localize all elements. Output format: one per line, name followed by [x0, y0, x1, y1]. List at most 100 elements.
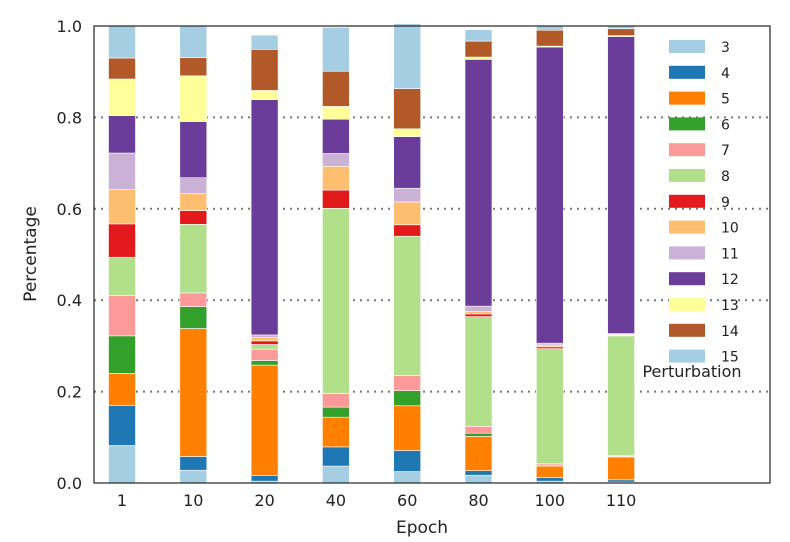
bar-segment-15	[108, 25, 136, 59]
legend-swatch-8	[669, 169, 705, 182]
bar-segment-12	[464, 59, 493, 307]
x-tick-label: 60	[397, 491, 417, 510]
x-tick-label: 1	[117, 491, 127, 510]
legend-title: Perturbation	[642, 362, 741, 381]
x-tick-label: 10	[183, 491, 203, 510]
bar-segment-5	[322, 416, 350, 448]
bar-segment-8	[607, 335, 635, 456]
legend-label-11: 11	[721, 246, 739, 262]
bar-stack-epoch-1	[108, 25, 136, 484]
bar-segment-4	[179, 456, 208, 471]
x-tick-label: 80	[468, 491, 488, 510]
bar-segment-7	[179, 292, 208, 307]
y-tick-label: 0.2	[57, 383, 82, 402]
bar-segment-4	[464, 470, 493, 476]
bar-segment-4	[535, 477, 564, 482]
bar-segment-8	[108, 256, 136, 296]
bar-segment-11	[250, 334, 279, 338]
bar-segment-10	[179, 193, 208, 211]
bar-segment-14	[250, 49, 279, 91]
bar-segment-12	[108, 115, 136, 154]
bar-segment-11	[108, 152, 136, 190]
bar-segment-12	[535, 46, 564, 344]
legend-swatch-9	[669, 194, 705, 208]
bar-segment-8	[322, 208, 350, 394]
bar-segment-5	[535, 465, 564, 478]
bar-segment-8	[393, 235, 422, 376]
bar-segment-12	[607, 36, 635, 334]
bar-stack-epoch-110	[607, 25, 635, 484]
bar-segment-7	[322, 393, 350, 408]
y-axis-ticks: 0.0 0.2 0.4 0.6 0.8 1.0	[57, 17, 82, 493]
y-tick-label: 0.0	[57, 474, 82, 493]
bar-segment-15	[464, 29, 493, 42]
bar-segment-6	[108, 335, 136, 374]
x-tick-label: 110	[606, 491, 637, 510]
legend-label-6: 6	[721, 117, 730, 133]
bar-segment-8	[250, 344, 279, 350]
bar-segment-10	[464, 311, 493, 315]
bar-segment-14	[108, 57, 136, 80]
bar-segment-15	[535, 25, 564, 31]
legend: 3 4 5 6 7 8 9 10 11 12 13 14 15	[669, 40, 739, 366]
bars	[108, 23, 635, 484]
bar-segment-11	[393, 187, 422, 203]
bar-segment-3	[108, 445, 136, 484]
bar-segment-6	[179, 306, 208, 329]
legend-label-3: 3	[721, 40, 730, 56]
bar-segment-5	[607, 456, 635, 481]
bar-segment-9	[108, 223, 136, 258]
bar-segment-12	[179, 121, 208, 179]
x-axis-title: Epoch	[396, 518, 448, 538]
bar-segment-4	[250, 475, 279, 482]
y-tick-label: 0.6	[57, 200, 82, 219]
bar-segment-3	[464, 474, 493, 484]
bar-segment-12	[393, 136, 422, 189]
bar-segment-8	[179, 224, 208, 294]
legend-label-8: 8	[721, 169, 730, 185]
bar-segment-13	[393, 128, 422, 137]
bar-segment-7	[108, 295, 136, 337]
bar-segment-15	[250, 34, 279, 50]
bar-stack-epoch-80	[464, 29, 493, 484]
legend-label-12: 12	[721, 272, 739, 288]
bar-segment-6	[250, 360, 279, 366]
bar-segment-4	[322, 446, 350, 467]
bar-segment-8	[535, 348, 564, 465]
bar-segment-11	[464, 305, 493, 312]
y-axis-title: Percentage	[21, 206, 41, 302]
bar-segment-9	[393, 224, 422, 237]
bar-segment-15	[393, 23, 422, 89]
bar-segment-14	[179, 57, 208, 77]
legend-label-4: 4	[721, 66, 730, 82]
bar-segment-7	[250, 348, 279, 361]
x-tick-label: 100	[535, 491, 566, 510]
bar-stack-epoch-60	[393, 23, 422, 484]
bar-segment-15	[322, 27, 350, 72]
bar-segment-13	[322, 106, 350, 120]
bar-segment-14	[464, 40, 493, 58]
legend-label-7: 7	[721, 143, 730, 159]
x-tick-label: 40	[326, 491, 346, 510]
bar-segment-12	[322, 118, 350, 154]
bar-segment-3	[322, 465, 350, 484]
legend-swatch-7	[669, 143, 705, 157]
bar-segment-13	[108, 78, 136, 116]
legend-label-14: 14	[721, 324, 739, 340]
bar-segment-3	[393, 471, 422, 484]
bar-segment-4	[108, 405, 136, 446]
bar-segment-12	[250, 99, 279, 336]
bar-segment-5	[393, 405, 422, 451]
legend-label-13: 13	[721, 298, 739, 314]
bar-segment-5	[179, 328, 208, 457]
bar-segment-14	[393, 88, 422, 130]
bar-segment-15	[179, 25, 208, 58]
bar-stack-epoch-20	[250, 34, 279, 484]
bar-segment-9	[179, 210, 208, 225]
legend-label-5: 5	[721, 92, 730, 108]
bar-segment-6	[464, 432, 493, 437]
bar-stack-epoch-10	[179, 25, 208, 484]
legend-label-10: 10	[721, 221, 739, 237]
bar-segment-5	[250, 364, 279, 476]
